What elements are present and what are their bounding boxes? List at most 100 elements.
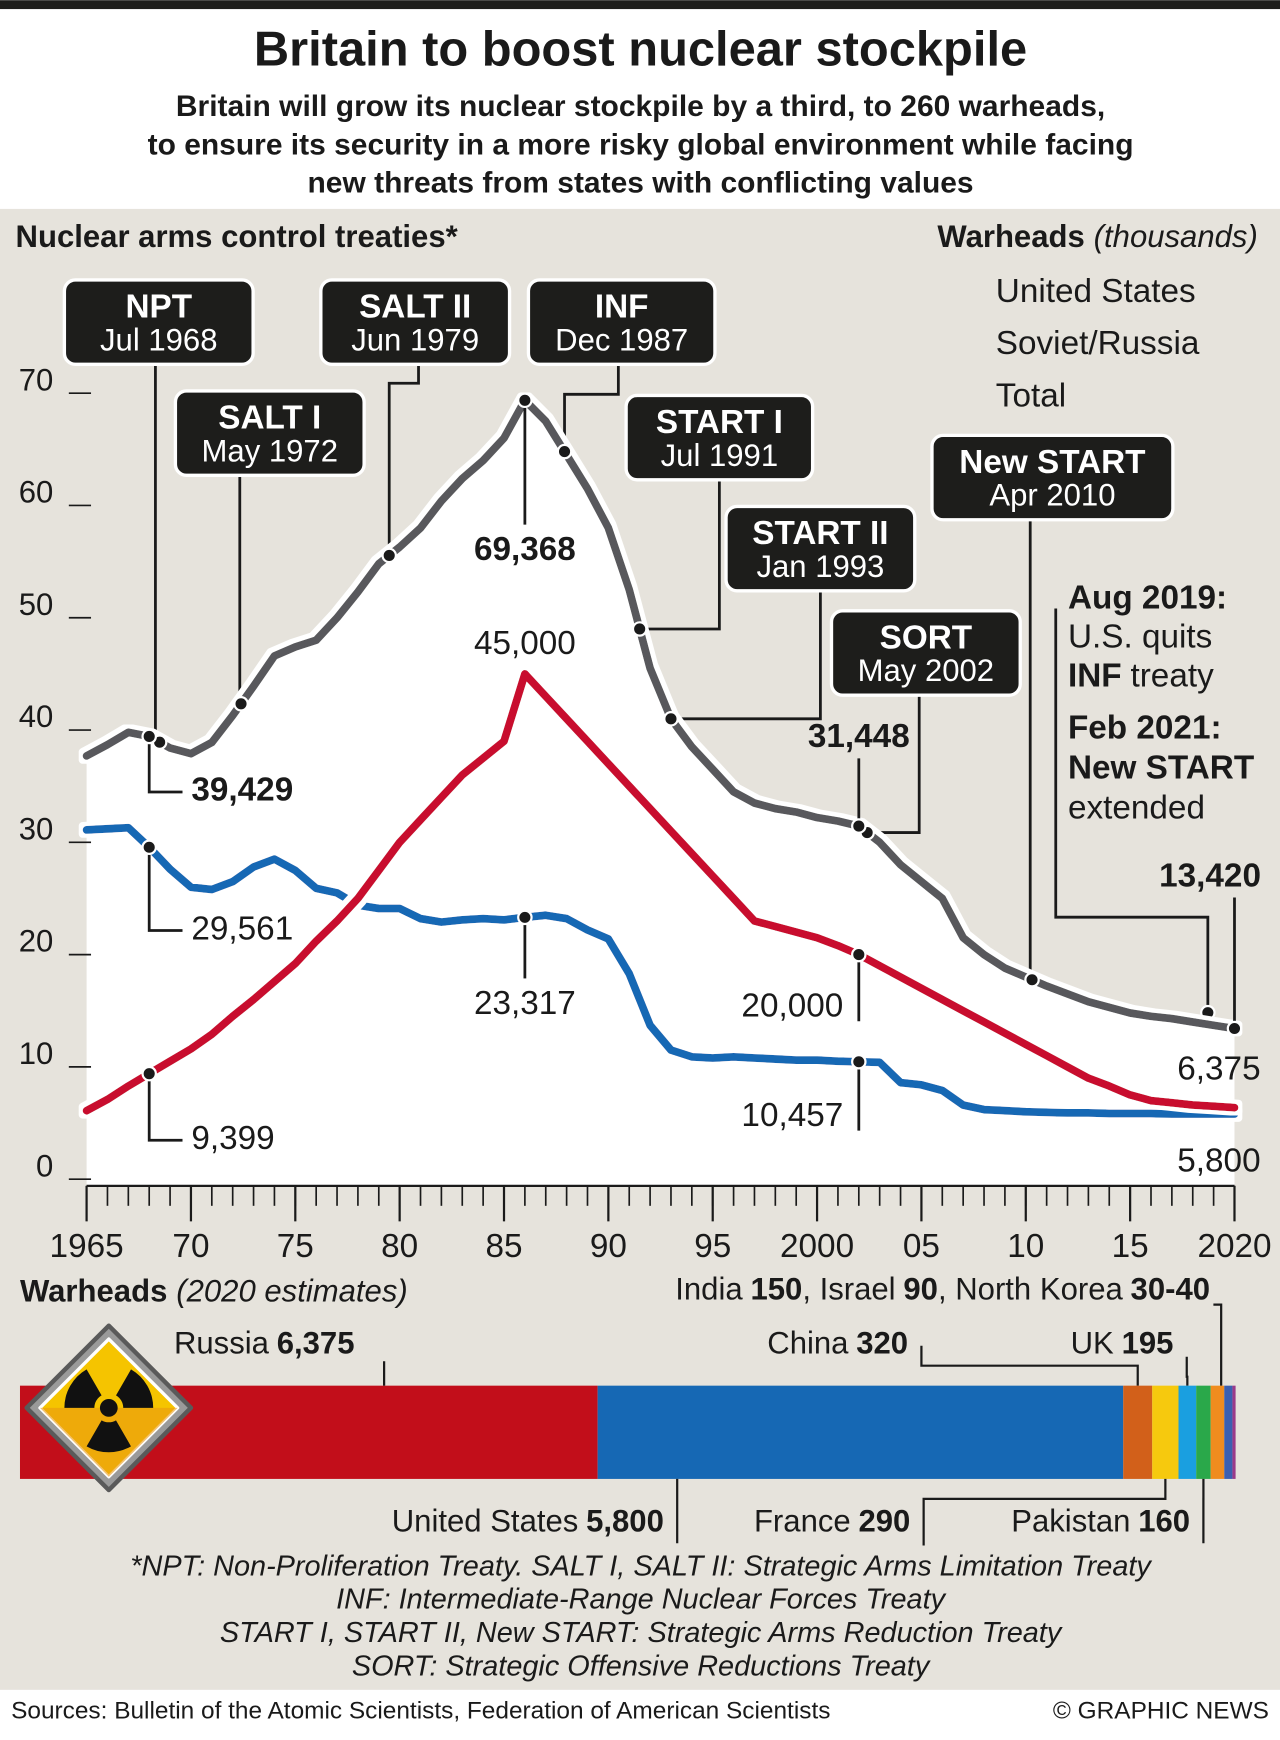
legend-title: Warheads (thousands) bbox=[937, 219, 1257, 254]
bar-label-value: 30-40 bbox=[1131, 1272, 1210, 1307]
treaty-leader bbox=[867, 695, 921, 834]
data-label: 5,800 bbox=[1177, 1143, 1260, 1180]
bar-label-name: India bbox=[675, 1272, 743, 1307]
treaty-name: SORT bbox=[880, 619, 973, 656]
label-dot bbox=[141, 728, 157, 745]
treaty-box bbox=[829, 609, 1022, 697]
label-dot bbox=[517, 392, 533, 409]
treaty-date: Jul 1991 bbox=[661, 438, 779, 473]
series-line bbox=[82, 396, 1239, 1033]
y-tick-label: 40 bbox=[19, 699, 54, 734]
bar-label-value: 90 bbox=[903, 1272, 938, 1307]
source: Sources: Bulletin of the Atomic Scientis… bbox=[11, 1698, 830, 1725]
sign-blade bbox=[116, 1369, 154, 1408]
event-tail: extended bbox=[1068, 789, 1205, 826]
x-tick-label: 1965 bbox=[50, 1228, 124, 1265]
treaty-leader bbox=[238, 475, 242, 706]
treaty-name: SALT II bbox=[359, 289, 471, 326]
treaty-name: INF bbox=[595, 289, 649, 326]
data-label: 13,420 bbox=[1159, 857, 1261, 894]
title: Britain to boost nuclear stockpile bbox=[254, 22, 1027, 76]
x-tick-label: 75 bbox=[277, 1228, 314, 1265]
treaty-date: Apr 2010 bbox=[989, 478, 1115, 513]
treaty-date: May 2002 bbox=[858, 653, 994, 688]
treaty-dot bbox=[556, 443, 573, 460]
sign-blade bbox=[86, 1420, 131, 1453]
treaty-box bbox=[319, 278, 512, 366]
treaty-name: New START bbox=[959, 444, 1145, 481]
treaty-dot bbox=[663, 711, 679, 727]
treaty-date: May 1972 bbox=[202, 433, 338, 468]
bar-label-name: Pakistan bbox=[1011, 1504, 1130, 1539]
event-bold: New START bbox=[1068, 749, 1254, 786]
label-leader bbox=[147, 736, 183, 794]
treaty-box bbox=[62, 278, 255, 366]
event-bold: INF bbox=[1068, 657, 1122, 694]
sign-blade bbox=[64, 1369, 102, 1408]
bar-segment bbox=[1224, 1385, 1233, 1479]
bar-label-separator: , bbox=[938, 1272, 955, 1307]
data-label: 20,000 bbox=[741, 988, 843, 1025]
bar-label: France 290 bbox=[754, 1504, 910, 1539]
y-tick-label: 20 bbox=[19, 924, 54, 959]
credit: © GRAPHIC NEWS bbox=[1053, 1698, 1269, 1725]
treaty-box bbox=[724, 504, 917, 593]
y-tick-label: 70 bbox=[19, 362, 54, 397]
series-line bbox=[82, 670, 1239, 1115]
bar-label-value: 290 bbox=[858, 1504, 910, 1539]
event-text: U.S. quits bbox=[1068, 618, 1212, 655]
label-dot bbox=[851, 946, 867, 963]
treaty-leader bbox=[639, 479, 721, 631]
y-tick-label: 10 bbox=[19, 1036, 54, 1071]
treaty-dot bbox=[381, 547, 397, 564]
x-tick-label: 2020 bbox=[1197, 1228, 1271, 1265]
x-tick-label: 70 bbox=[172, 1228, 209, 1265]
treaty-leader bbox=[563, 364, 620, 452]
treaty-name: NPT bbox=[125, 289, 192, 326]
x-tick-label: 10 bbox=[1007, 1228, 1044, 1265]
treaty-dot bbox=[233, 695, 249, 712]
treaty-dot bbox=[1024, 971, 1040, 988]
bar-label-value: 195 bbox=[1122, 1326, 1174, 1361]
bar-label: China 320 bbox=[767, 1326, 908, 1361]
treaty-box bbox=[624, 393, 815, 482]
bar-leader bbox=[1185, 1356, 1189, 1386]
section-heading: Nuclear arms control treaties* bbox=[16, 219, 459, 254]
label-dot bbox=[141, 1065, 157, 1082]
series-line bbox=[82, 823, 1239, 1118]
treaty-name: SALT I bbox=[218, 400, 321, 437]
data-label: 9,399 bbox=[191, 1120, 274, 1157]
legend-label: Total bbox=[996, 377, 1066, 414]
treaty-box bbox=[526, 278, 717, 366]
treaty-box bbox=[173, 389, 366, 478]
event-date: Aug 2019: bbox=[1068, 579, 1227, 616]
x-tick-label: 05 bbox=[903, 1228, 940, 1265]
label-leader bbox=[147, 847, 183, 932]
legend-title-unit: (thousands) bbox=[1094, 219, 1258, 254]
label-dot bbox=[851, 818, 867, 834]
bar-segment bbox=[1123, 1385, 1153, 1479]
bar-label: United States 5,800 bbox=[392, 1504, 664, 1539]
y-tick-label: 60 bbox=[19, 475, 54, 510]
bar-label-name: China bbox=[767, 1326, 849, 1361]
x-tick-label: 85 bbox=[485, 1228, 522, 1265]
data-label: 23,317 bbox=[474, 985, 576, 1022]
total-area bbox=[86, 400, 1235, 1186]
bar-segment bbox=[1152, 1385, 1179, 1479]
label-dot bbox=[1226, 1020, 1243, 1037]
bar-label: Russia 6,375 bbox=[174, 1326, 355, 1361]
bar-label-value: 150 bbox=[750, 1272, 802, 1307]
subtitle: Britain will grow its nuclear stockpile … bbox=[176, 90, 1105, 123]
data-label: 45,000 bbox=[474, 625, 576, 662]
x-tick-label: 15 bbox=[1112, 1228, 1149, 1265]
label-leader bbox=[147, 1073, 183, 1142]
bar-label-separator: , bbox=[802, 1272, 819, 1307]
data-label: 29,561 bbox=[191, 910, 293, 947]
bar-label: Pakistan 160 bbox=[1011, 1504, 1190, 1539]
x-tick-label: 95 bbox=[694, 1228, 731, 1265]
data-label: 69,368 bbox=[474, 531, 576, 568]
bar-label-name: United States bbox=[392, 1504, 579, 1539]
event-dot bbox=[1200, 1004, 1216, 1021]
data-label: 39,429 bbox=[191, 772, 293, 809]
